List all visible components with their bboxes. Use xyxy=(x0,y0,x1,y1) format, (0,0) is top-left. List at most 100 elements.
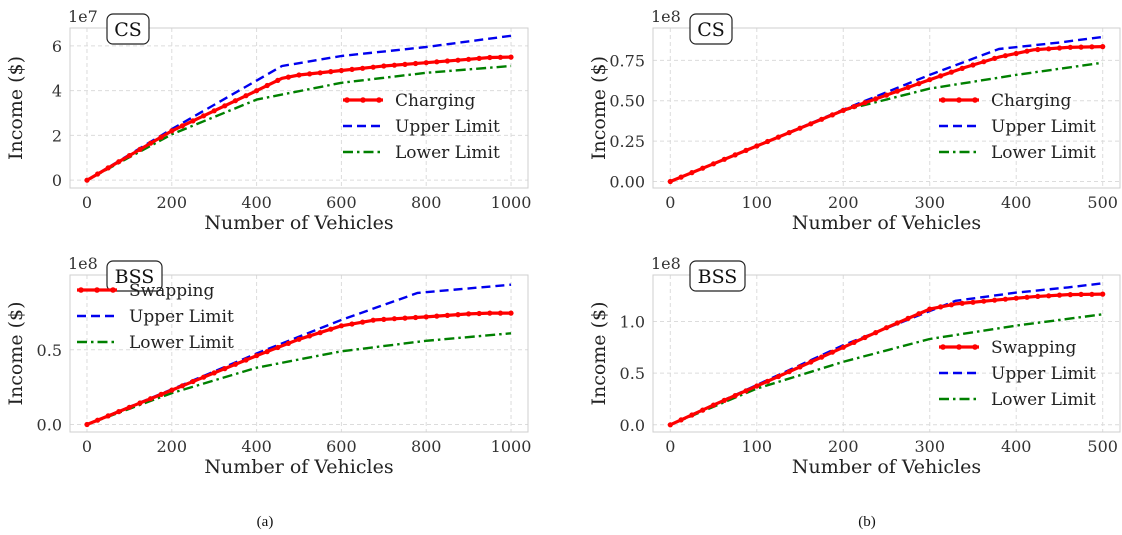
y-tick-label: 0.25 xyxy=(609,132,645,151)
series-point xyxy=(243,93,249,99)
series-point xyxy=(992,297,998,303)
chart-bottom-right: 0 100 200 300 400 500 0.0 0.5 1.0 1e8 Number of Ve… xyxy=(588,254,1121,478)
series-point xyxy=(466,56,472,62)
series-point xyxy=(254,88,260,94)
series-point xyxy=(873,330,879,336)
series-point xyxy=(285,74,291,80)
series-point xyxy=(179,123,185,129)
series-point xyxy=(786,130,792,136)
series-point xyxy=(169,387,175,393)
series-point xyxy=(476,310,482,317)
legend-marker xyxy=(956,344,962,350)
panel-badge-text: BSS xyxy=(698,266,738,288)
legend-entry: Lower Limit xyxy=(395,143,500,163)
y-tick-label: 0.0 xyxy=(37,416,62,435)
series-point xyxy=(1067,292,1073,298)
y-tick-label: 6 xyxy=(52,37,62,56)
x-tick-label: 600 xyxy=(326,193,357,212)
series-point xyxy=(476,55,482,62)
x-tick-label: 400 xyxy=(241,193,272,212)
series-point xyxy=(423,60,429,66)
series-point xyxy=(1056,45,1063,51)
series-point xyxy=(222,366,228,372)
series-point xyxy=(328,326,334,332)
series-point xyxy=(84,177,90,183)
legend-marker xyxy=(94,287,100,293)
legend-entry: Upper Limit xyxy=(129,307,234,327)
series-point xyxy=(126,404,132,410)
series-point xyxy=(391,62,397,68)
series-point xyxy=(743,147,749,153)
series-point xyxy=(1089,291,1095,297)
series-point xyxy=(360,319,366,325)
x-tick-label: 800 xyxy=(411,437,442,456)
plot-area xyxy=(653,28,1120,188)
x-tick-label: 200 xyxy=(828,193,859,212)
series-point xyxy=(190,378,196,385)
plot-frame xyxy=(652,274,1121,433)
legend: Swapping Upper Limit Lower Limit xyxy=(939,338,1096,410)
x-tick-label: 100 xyxy=(742,193,773,212)
series-point xyxy=(370,64,376,70)
legend-entry: Swapping xyxy=(129,281,214,301)
series-point xyxy=(179,383,185,389)
series-point xyxy=(328,69,334,75)
plot-frame xyxy=(69,274,529,433)
series-point xyxy=(819,354,825,360)
x-tick-label: 200 xyxy=(828,437,859,456)
y-tick-label: 0.00 xyxy=(609,173,645,192)
series-point xyxy=(1046,293,1052,299)
series-point xyxy=(1056,292,1063,298)
series-point xyxy=(137,146,143,152)
panel-badge-text: CS xyxy=(697,19,725,41)
legend: Swapping Upper Limit Lower Limit xyxy=(77,281,234,353)
legend-marker xyxy=(376,97,382,103)
x-tick-label: 400 xyxy=(241,437,272,456)
panel-badge-text: BSS xyxy=(115,266,155,288)
series-point xyxy=(840,344,846,350)
x-tick-label: 0 xyxy=(665,437,675,456)
legend-entry: Charging xyxy=(395,91,475,111)
series-line-lower-limit xyxy=(86,64,512,182)
series-point xyxy=(508,310,514,316)
series-point xyxy=(158,391,164,397)
x-tick-label: 100 xyxy=(742,437,773,456)
series-point xyxy=(829,349,836,355)
series-point xyxy=(1089,44,1095,50)
legend-entry: Charging xyxy=(991,91,1071,111)
legend: Charging Upper Limit Lower Limit xyxy=(939,91,1096,163)
series-point xyxy=(981,59,987,65)
series-point xyxy=(786,369,792,375)
series-line-upper-limit xyxy=(669,282,1103,426)
series-point xyxy=(264,82,270,89)
series-point xyxy=(959,300,965,306)
series-point xyxy=(169,128,175,134)
panel-badge xyxy=(106,13,150,45)
series-point xyxy=(1002,296,1009,302)
series-point xyxy=(444,312,450,318)
x-tick-label: 300 xyxy=(914,437,945,456)
series-point xyxy=(883,325,890,331)
series-point xyxy=(840,107,846,113)
series-point xyxy=(1013,50,1019,57)
y-tick-label: 0.5 xyxy=(620,364,645,383)
series-point xyxy=(743,388,749,394)
x-axis-label: Number of Vehicles xyxy=(792,212,981,234)
series-point xyxy=(381,63,387,69)
y-offset-label: 1e8 xyxy=(651,7,681,26)
series-point xyxy=(434,59,440,65)
series-point xyxy=(338,67,344,74)
series-point xyxy=(970,299,976,305)
y-offset-label: 1e7 xyxy=(68,7,98,26)
series-point xyxy=(894,320,900,326)
series-point xyxy=(105,165,111,171)
panel-badge-text: CS xyxy=(114,19,142,41)
chart-bottom-left: 0 200 400 600 800 1000 0.0 0.5 1e8 Number of Vehi… xyxy=(5,254,531,478)
legend-marker xyxy=(972,97,978,103)
x-axis-label: Number of Vehicles xyxy=(204,456,393,478)
y-tick-label: 0.50 xyxy=(609,92,645,111)
y-axis-label: Income ($) xyxy=(5,301,27,405)
legend-marker xyxy=(360,97,366,103)
legend-marker xyxy=(344,97,350,103)
